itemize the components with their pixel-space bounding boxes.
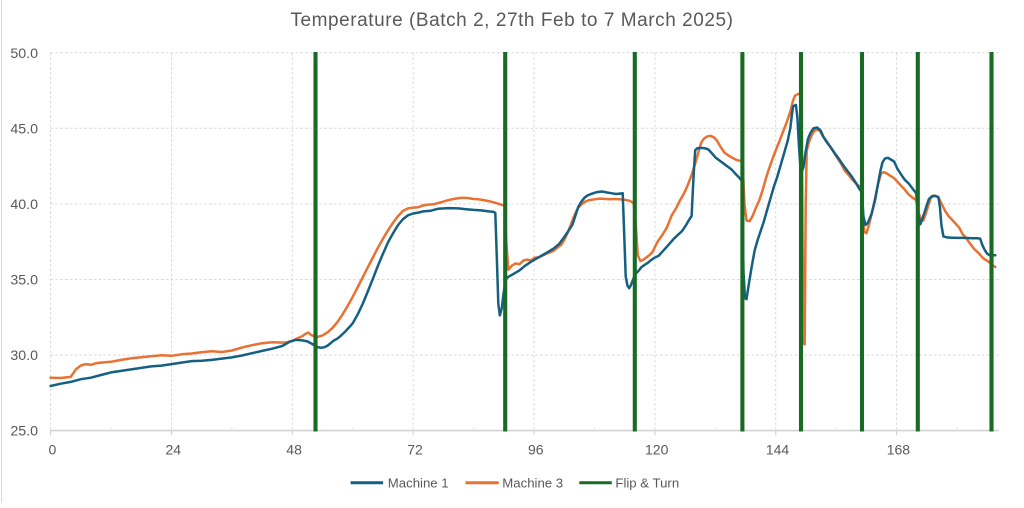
svg-text:40.0: 40.0 <box>10 197 38 213</box>
svg-text:35.0: 35.0 <box>10 273 38 289</box>
svg-text:45.0: 45.0 <box>10 121 38 137</box>
svg-text:Flip & Turn: Flip & Turn <box>615 475 679 490</box>
svg-text:144: 144 <box>766 442 790 458</box>
svg-text:Machine 1: Machine 1 <box>388 475 449 490</box>
svg-text:24: 24 <box>166 442 182 458</box>
svg-text:Machine 3: Machine 3 <box>502 475 563 490</box>
svg-text:96: 96 <box>528 442 544 458</box>
svg-text:72: 72 <box>407 442 423 458</box>
svg-text:25.0: 25.0 <box>10 424 38 440</box>
svg-text:168: 168 <box>887 442 911 458</box>
svg-text:50.0: 50.0 <box>10 46 38 62</box>
svg-text:Temperature (Batch 2, 27th Feb: Temperature (Batch 2, 27th Feb to 7 Marc… <box>290 10 733 31</box>
svg-text:48: 48 <box>286 442 302 458</box>
svg-text:0: 0 <box>49 442 57 458</box>
svg-text:30.0: 30.0 <box>10 348 38 364</box>
svg-text:120: 120 <box>645 442 669 458</box>
